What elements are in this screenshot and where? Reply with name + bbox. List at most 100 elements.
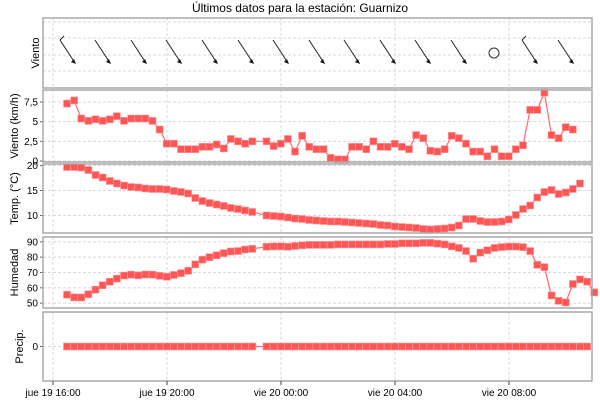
data-point (462, 139, 470, 148)
data-point (526, 342, 534, 351)
data-point (583, 342, 591, 351)
data-point (369, 137, 378, 146)
data-point (248, 208, 257, 216)
data-point (447, 342, 456, 351)
data-point (219, 144, 228, 153)
data-point (383, 221, 392, 230)
data-point (177, 342, 185, 351)
wind-arrow-icon (557, 39, 574, 64)
data-point (98, 173, 107, 182)
data-point (398, 239, 406, 248)
data-point (512, 211, 520, 219)
data-point (234, 205, 242, 213)
wind-arrow-icon (237, 39, 254, 64)
data-point (319, 145, 328, 154)
data-point (227, 135, 235, 143)
data-point (348, 342, 356, 351)
data-point (369, 220, 378, 228)
data-point (433, 147, 442, 156)
data-point (547, 131, 556, 139)
data-point (455, 342, 463, 351)
data-point (284, 213, 292, 222)
data-point (248, 245, 257, 253)
data-point (212, 200, 221, 209)
data-point (98, 342, 107, 351)
data-point (533, 342, 542, 351)
data-point (490, 244, 499, 252)
data-point (184, 342, 192, 351)
panel-frame (42, 311, 593, 382)
data-point (426, 146, 435, 155)
data-point (212, 251, 221, 260)
y-tick-label: 50 (27, 299, 39, 310)
data-point (348, 218, 356, 227)
data-point (319, 342, 328, 351)
data-point (483, 342, 492, 351)
x-tick-label: jue 19 20:00 (138, 388, 194, 399)
data-point (120, 271, 128, 280)
data-point (462, 247, 470, 255)
data-point (113, 274, 121, 283)
data-point (162, 185, 171, 194)
data-point (355, 342, 363, 351)
data-point (405, 342, 413, 351)
data-point (170, 271, 178, 279)
data-point (547, 186, 556, 194)
data-point (583, 277, 591, 286)
data-point (405, 145, 413, 154)
data-point (198, 255, 207, 264)
data-point (227, 204, 235, 212)
data-point (269, 242, 278, 251)
data-point (148, 270, 157, 279)
y-tick-label: 10 (27, 211, 39, 222)
data-point (362, 219, 371, 228)
data-point (70, 293, 78, 302)
panel-3: Temp. (°C) 10 15 20 (9, 161, 593, 234)
data-point (490, 145, 499, 154)
data-point (405, 223, 413, 232)
data-point (241, 139, 249, 148)
data-point (362, 240, 371, 249)
wind-arrow-icon (59, 35, 76, 64)
data-point (455, 134, 463, 142)
data-point (127, 183, 135, 191)
data-point (419, 239, 428, 247)
y-axis-label: Viento (km/h) (9, 93, 21, 158)
wind-arrow-icon (379, 39, 396, 64)
data-point (433, 342, 442, 351)
data-point (113, 179, 121, 188)
data-point (262, 242, 271, 251)
data-point (540, 88, 549, 97)
data-point (141, 342, 150, 351)
data-point (262, 342, 271, 351)
wind-arrow-icon (414, 39, 431, 64)
data-point (519, 205, 527, 213)
data-point (341, 342, 349, 351)
wind-arrow-icon (343, 39, 360, 64)
x-tick-label: vie 20 08:00 (482, 388, 537, 399)
data-point (412, 342, 420, 351)
data-point (369, 240, 378, 249)
data-point (227, 342, 235, 351)
data-point (91, 171, 100, 179)
panel-4: Humedad 50 60 70 80 90 (9, 236, 599, 310)
data-point (269, 342, 278, 351)
data-point (398, 223, 406, 231)
data-point (412, 224, 420, 232)
data-point (120, 117, 128, 125)
data-point (219, 202, 228, 210)
data-point (120, 181, 128, 190)
data-point (540, 188, 549, 196)
data-point (398, 143, 406, 151)
data-point (298, 132, 306, 140)
data-point (540, 342, 549, 351)
wind-arrow-icon (272, 39, 289, 64)
data-point (476, 217, 485, 225)
data-point (98, 281, 107, 290)
data-point (63, 342, 71, 351)
data-point (405, 239, 413, 248)
data-point (212, 342, 221, 351)
data-point (355, 143, 363, 151)
data-point (269, 212, 278, 220)
